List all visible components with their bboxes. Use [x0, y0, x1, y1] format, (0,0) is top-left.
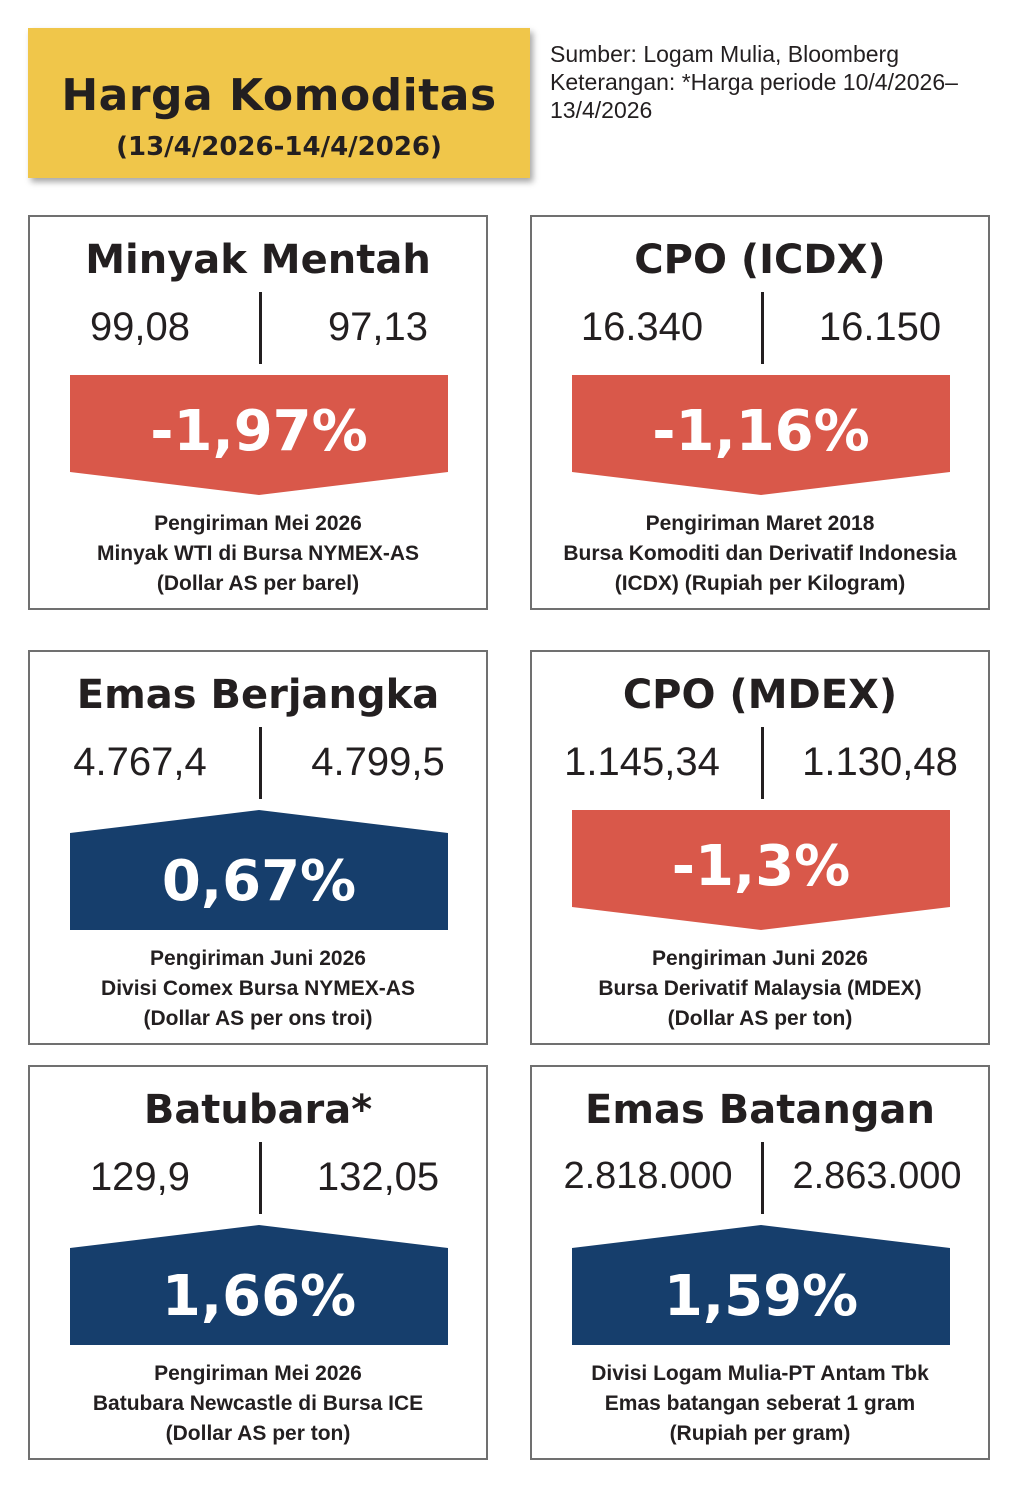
current-price: 2.863.000: [792, 1155, 962, 1197]
desc-line: Divisi Logam Mulia-PT Antam Tbk: [591, 1362, 929, 1385]
down-arrow-shape: [70, 375, 448, 495]
down-arrow-shape: [572, 375, 950, 495]
commodity-name: Batubara*: [143, 1087, 373, 1133]
desc-line: (Dollar AS per ton): [667, 1007, 853, 1030]
change-percent: -1,3%: [671, 834, 851, 899]
desc-line: Bursa Komoditi dan Derivatif Indonesia: [563, 542, 957, 565]
down-arrow-banner: [70, 375, 448, 495]
previous-price: 1.145,34: [564, 740, 720, 784]
commodity-description: Pengiriman Mei 2026 Batubara Newcastle d…: [38, 1359, 478, 1449]
commodity-card-cpo-icdx: CPO (ICDX) 16.340 16.150 -1,16% Pengirim…: [530, 215, 990, 610]
desc-line: Divisi Comex Bursa NYMEX-AS: [101, 977, 415, 1000]
desc-line: Pengiriman Juni 2026: [652, 947, 868, 970]
commodity-description: Pengiriman Juni 2026 Divisi Comex Bursa …: [38, 944, 478, 1034]
current-price: 1.130,48: [802, 740, 958, 784]
note-line: Keterangan: *Harga periode 10/4/2026–: [550, 69, 958, 95]
change-percent: 1,59%: [663, 1264, 859, 1329]
change-percent: -1,16%: [652, 399, 870, 464]
desc-line: (ICDX) (Rupiah per Kilogram): [614, 572, 906, 595]
up-arrow-banner: [70, 1225, 448, 1345]
previous-price: 99,08: [89, 305, 191, 349]
desc-line: Emas batangan seberat 1 gram: [604, 1392, 916, 1415]
note-line-cont: 13/4/2026: [550, 97, 653, 123]
page-period: (13/4/2026-14/4/2026): [116, 132, 442, 162]
desc-line: (Dollar AS per ons troi): [143, 1007, 373, 1030]
up-arrow-shape: [572, 1225, 950, 1345]
previous-price: 4.767,4: [73, 740, 207, 784]
desc-line: (Rupiah per gram): [669, 1422, 851, 1445]
value-divider: [259, 292, 262, 364]
desc-line: Pengiriman Maret 2018: [645, 512, 875, 535]
commodity-description: Pengiriman Juni 2026 Bursa Derivatif Mal…: [540, 944, 980, 1034]
desc-line: Bursa Derivatif Malaysia (MDEX): [598, 977, 922, 1000]
commodity-description: Pengiriman Maret 2018 Bursa Komoditi dan…: [540, 509, 980, 599]
value-divider: [259, 727, 262, 799]
down-arrow-shape: [572, 810, 950, 930]
desc-line: (Dollar AS per barel): [156, 572, 360, 595]
value-divider: [761, 1142, 764, 1214]
commodity-card-batubara: Batubara* 129,9 132,05 1,66% Pengiriman …: [28, 1065, 488, 1460]
current-price: 4.799,5: [311, 740, 445, 784]
up-arrow-shape: [70, 1225, 448, 1345]
up-arrow-banner: [70, 810, 448, 930]
down-arrow-banner: [572, 375, 950, 495]
value-divider: [259, 1142, 262, 1214]
desc-line: Batubara Newcastle di Bursa ICE: [92, 1392, 424, 1415]
desc-line: Pengiriman Mei 2026: [154, 1362, 362, 1385]
previous-price: 129,9: [89, 1155, 191, 1199]
current-price: 97,13: [327, 305, 429, 349]
desc-line: (Dollar AS per ton): [165, 1422, 351, 1445]
commodity-card-emas-berjangka: Emas Berjangka 4.767,4 4.799,5 0,67% Pen…: [28, 650, 488, 1045]
commodity-description: Pengiriman Mei 2026 Minyak WTI di Bursa …: [38, 509, 478, 599]
previous-price: 16.340: [580, 305, 704, 349]
commodity-card-cpo-mdex: CPO (MDEX) 1.145,34 1.130,48 -1,3% Pengi…: [530, 650, 990, 1045]
source-line: Sumber: Logam Mulia, Bloomberg: [550, 41, 899, 67]
commodity-name: CPO (MDEX): [622, 672, 898, 718]
down-arrow-banner: [572, 810, 950, 930]
desc-line: Pengiriman Mei 2026: [154, 512, 362, 535]
commodity-name: Emas Batangan: [585, 1087, 935, 1133]
change-percent: -1,97%: [150, 399, 368, 464]
desc-line: Minyak WTI di Bursa NYMEX-AS: [96, 542, 420, 565]
change-percent: 1,66%: [161, 1264, 357, 1329]
title-banner: Harga Komoditas (13/4/2026-14/4/2026): [28, 28, 530, 178]
page-title: Harga Komoditas: [61, 70, 497, 121]
commodity-name: Minyak Mentah: [85, 237, 431, 283]
value-divider: [761, 727, 764, 799]
change-percent: 0,67%: [161, 849, 357, 914]
previous-price: 2.818.000: [563, 1155, 733, 1197]
desc-line: Pengiriman Juni 2026: [150, 947, 366, 970]
current-price: 16.150: [818, 305, 942, 349]
commodity-name: CPO (ICDX): [634, 237, 886, 283]
commodity-description: Divisi Logam Mulia-PT Antam Tbk Emas bat…: [540, 1359, 980, 1449]
up-arrow-banner: [572, 1225, 950, 1345]
commodity-card-minyak-mentah: Minyak Mentah 99,08 97,13 -1,97% Pengiri…: [28, 215, 488, 610]
value-divider: [761, 292, 764, 364]
up-arrow-shape: [70, 810, 448, 930]
commodity-name: Emas Berjangka: [76, 672, 440, 718]
current-price: 132,05: [316, 1155, 440, 1199]
commodity-card-emas-batangan: Emas Batangan 2.818.000 2.863.000 1,59% …: [530, 1065, 990, 1460]
source-note: Sumber: Logam Mulia, Bloomberg Keteranga…: [550, 40, 990, 124]
